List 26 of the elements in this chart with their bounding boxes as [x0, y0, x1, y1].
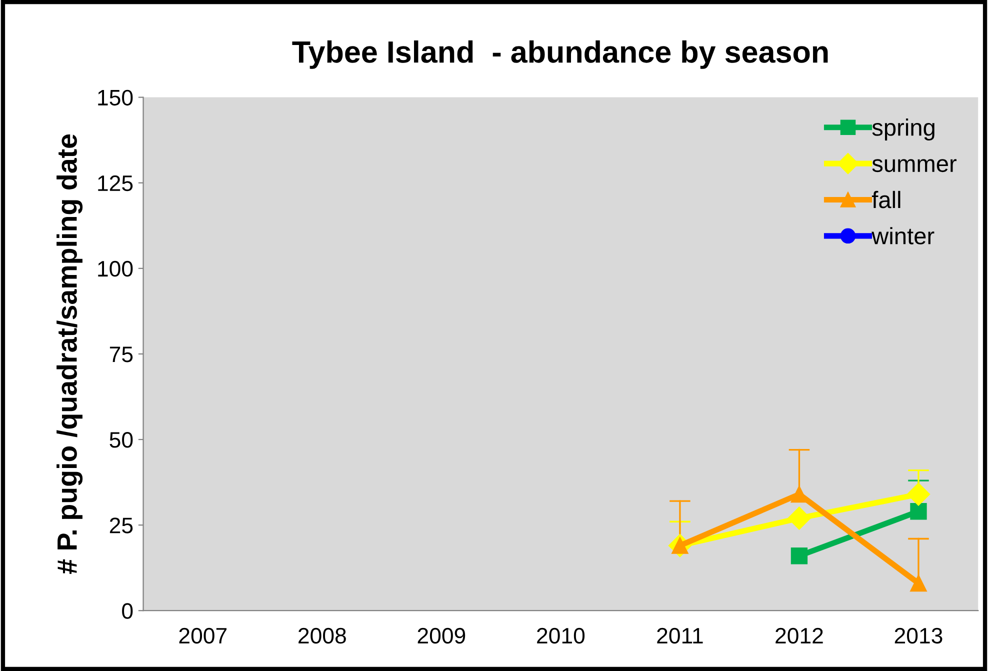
point	[906, 482, 930, 506]
point	[788, 506, 811, 530]
x-tick-label: 2012	[776, 628, 823, 644]
point	[910, 503, 927, 520]
y-tick-label: 125	[98, 175, 133, 192]
legend-label: spring	[872, 118, 934, 141]
x-tick-label: 2013	[894, 628, 942, 644]
point	[790, 486, 808, 503]
y-tick-label: 75	[110, 346, 133, 362]
y-tick-label: 50	[110, 432, 133, 448]
y-tick-label: 150	[98, 90, 133, 106]
legend-label: fall	[872, 190, 900, 208]
x-tick-label: 2011	[657, 628, 703, 644]
y-tick-label: 25	[110, 518, 133, 534]
point	[910, 574, 927, 592]
x-tick-label: 2010	[537, 628, 585, 644]
x-tick-label: 2007	[179, 628, 226, 644]
x-tick-label: 2008	[298, 628, 346, 644]
point	[790, 548, 808, 564]
x-tick-label: 2009	[418, 628, 466, 644]
y-tick-label: 0	[122, 603, 133, 619]
chart-title: Tybee Island - abundance by season	[292, 40, 828, 69]
y-axis-title: # P. pugio /quadrat/sampling date	[56, 134, 83, 574]
legend-label: summer	[872, 159, 956, 172]
y-tick-label: 100	[98, 260, 133, 277]
legend-label: winter	[872, 227, 934, 244]
